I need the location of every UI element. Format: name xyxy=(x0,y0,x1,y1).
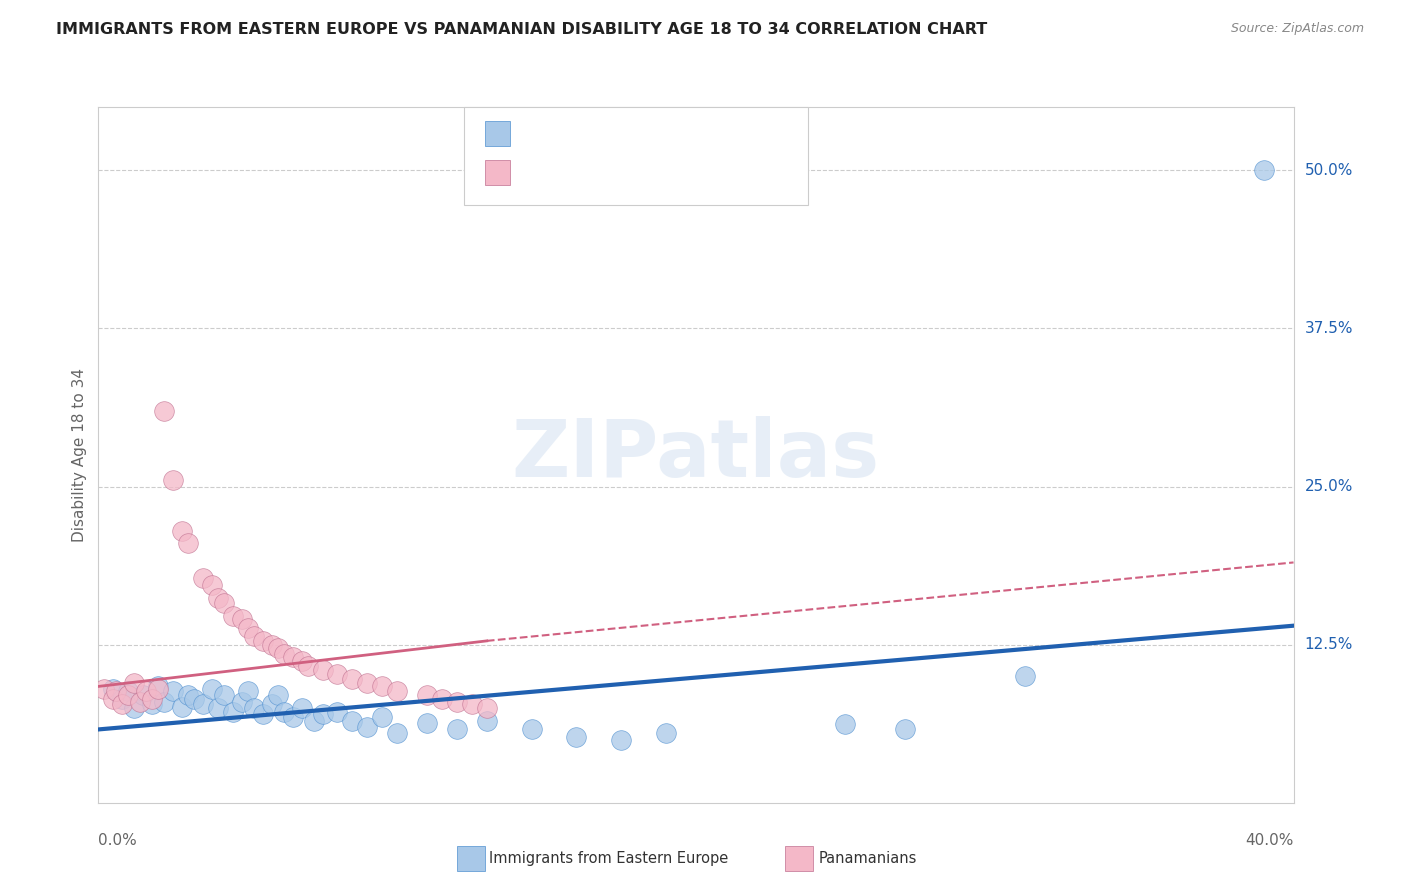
Point xyxy=(475,714,498,728)
Point xyxy=(326,666,349,681)
Point xyxy=(124,675,146,690)
Point xyxy=(236,621,259,635)
Point xyxy=(212,596,235,610)
Point xyxy=(111,692,134,706)
Point xyxy=(153,695,176,709)
Text: 0.0%: 0.0% xyxy=(98,833,138,848)
Point xyxy=(191,571,214,585)
Point xyxy=(148,681,170,696)
Point xyxy=(252,707,274,722)
Text: 37.5%: 37.5% xyxy=(1305,321,1353,336)
Point xyxy=(297,659,319,673)
Point xyxy=(222,608,245,623)
Text: IMMIGRANTS FROM EASTERN EUROPE VS PANAMANIAN DISABILITY AGE 18 TO 34 CORRELATION: IMMIGRANTS FROM EASTERN EUROPE VS PANAMA… xyxy=(56,22,987,37)
Text: 25.0%: 25.0% xyxy=(1305,479,1353,494)
Point xyxy=(183,692,205,706)
Point xyxy=(129,695,152,709)
Point xyxy=(177,688,200,702)
Point xyxy=(103,681,125,696)
Point xyxy=(141,692,163,706)
Text: 50.0%: 50.0% xyxy=(1305,163,1353,178)
Point xyxy=(1253,163,1275,178)
Text: 40.0%: 40.0% xyxy=(1246,833,1294,848)
Point xyxy=(655,726,678,740)
Point xyxy=(93,681,115,696)
Point xyxy=(416,716,439,731)
Point xyxy=(281,710,304,724)
Point xyxy=(311,663,333,677)
Point xyxy=(281,650,304,665)
Point xyxy=(207,591,229,605)
Point xyxy=(117,688,139,702)
Text: 12.5%: 12.5% xyxy=(1305,637,1353,652)
Point xyxy=(416,688,439,702)
Point xyxy=(236,684,259,698)
Point xyxy=(141,697,163,711)
Point xyxy=(243,701,266,715)
Point xyxy=(153,403,176,417)
Point xyxy=(371,680,394,694)
Point xyxy=(162,473,184,487)
Point xyxy=(172,699,194,714)
Point xyxy=(243,629,266,643)
Text: ZIPatlas: ZIPatlas xyxy=(512,416,880,494)
Point xyxy=(311,707,333,722)
Point xyxy=(520,723,543,737)
Point xyxy=(201,578,224,592)
Point xyxy=(1014,669,1036,683)
Point xyxy=(290,654,312,668)
Point xyxy=(105,684,128,698)
Point xyxy=(177,536,200,550)
Text: R = 0.102   N = 40: R = 0.102 N = 40 xyxy=(522,163,692,181)
Point xyxy=(252,633,274,648)
Point xyxy=(231,612,253,626)
Point xyxy=(267,688,290,702)
Text: Panamanians: Panamanians xyxy=(818,851,917,865)
Point xyxy=(273,705,295,719)
Point xyxy=(212,688,235,702)
Point xyxy=(231,695,253,709)
Text: Immigrants from Eastern Europe: Immigrants from Eastern Europe xyxy=(489,851,728,865)
Point xyxy=(326,705,349,719)
Point xyxy=(103,692,125,706)
Point xyxy=(371,710,394,724)
Point xyxy=(430,692,453,706)
Point xyxy=(894,723,917,737)
Point xyxy=(385,684,409,698)
Point xyxy=(446,723,468,737)
Point xyxy=(356,720,378,734)
Point xyxy=(191,697,214,711)
Point xyxy=(260,638,283,652)
Point xyxy=(475,701,498,715)
Point xyxy=(610,732,633,747)
Text: Source: ZipAtlas.com: Source: ZipAtlas.com xyxy=(1230,22,1364,36)
Point xyxy=(446,695,468,709)
Y-axis label: Disability Age 18 to 34: Disability Age 18 to 34 xyxy=(72,368,87,542)
Point xyxy=(260,697,283,711)
Point xyxy=(273,647,295,661)
Point xyxy=(111,697,134,711)
Point xyxy=(290,701,312,715)
Point xyxy=(207,701,229,715)
Point xyxy=(342,672,364,686)
Point xyxy=(117,684,139,698)
Point xyxy=(201,681,224,696)
Point xyxy=(267,641,290,656)
Point xyxy=(132,688,155,702)
Point xyxy=(356,675,378,690)
Text: R = 0.259   N = 43: R = 0.259 N = 43 xyxy=(522,125,692,143)
Point xyxy=(461,697,484,711)
Point xyxy=(342,714,364,728)
Point xyxy=(565,730,588,744)
Point xyxy=(148,680,170,694)
Point xyxy=(124,701,146,715)
Point xyxy=(222,705,245,719)
Point xyxy=(834,717,856,731)
Point xyxy=(135,684,157,698)
Point xyxy=(302,714,325,728)
Point xyxy=(172,524,194,538)
Point xyxy=(385,726,409,740)
Point xyxy=(162,684,184,698)
